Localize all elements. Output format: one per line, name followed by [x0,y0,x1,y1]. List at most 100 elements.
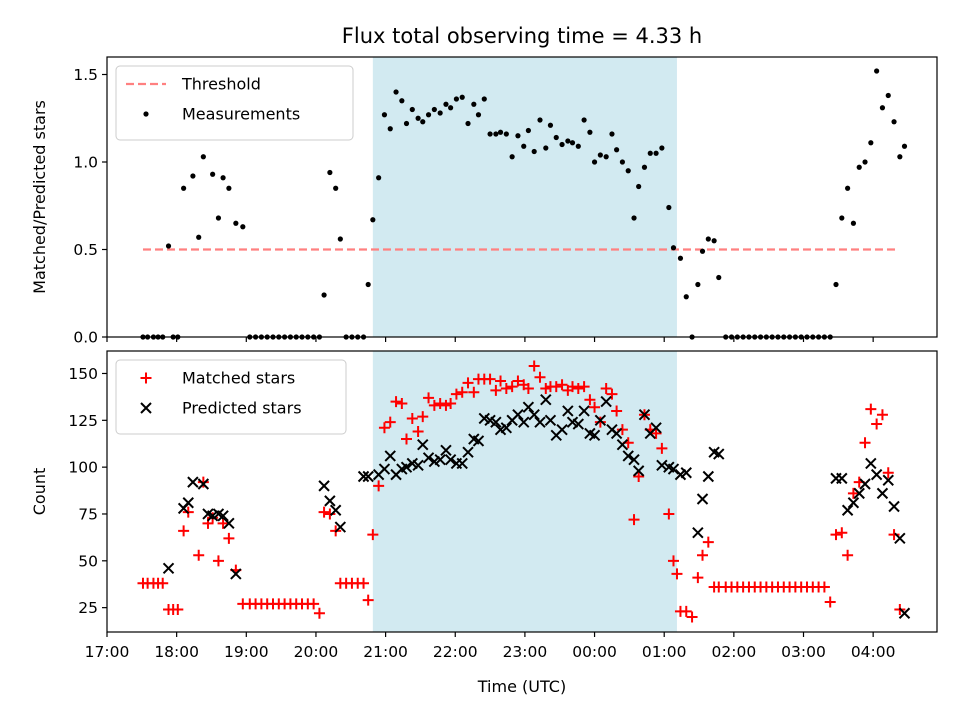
x-tick-label: 00:00 [572,643,617,661]
data-point [534,416,546,428]
data-point [859,478,871,490]
y-tick-label: 0.5 [73,241,98,259]
data-point [490,416,502,428]
data-point [422,452,435,464]
data-point [584,394,596,406]
data-point [569,140,576,146]
data-point [431,106,437,113]
data-point [647,150,653,156]
data-point [445,397,457,409]
data-point [373,480,385,492]
data-point [588,429,601,442]
legend: Matched stars Predicted stars [115,359,347,435]
x-tick-label: 17:00 [85,643,130,661]
data-point [609,131,615,137]
x-tick-label: 22:00 [433,643,478,661]
data-point [842,549,854,561]
data-point [670,245,677,251]
data-point [600,395,612,408]
data-point [308,598,320,610]
data-point [553,134,559,141]
data-point [462,377,474,389]
data-point [862,159,868,165]
data-point [448,105,454,111]
x-tick-label: 21:00 [363,643,408,661]
data-point [165,243,172,249]
data-point [591,159,598,165]
data-point [481,96,487,102]
plot-frame [106,350,938,633]
y-tick-label: 1.0 [73,154,98,172]
data-point [575,143,581,149]
y-tick-label: 1.5 [73,66,98,84]
data-point [220,175,226,181]
data-point [638,408,651,421]
data-point [509,154,515,160]
data-point [406,412,418,424]
data-point [390,396,402,408]
data-point [622,450,634,462]
data-point [358,577,370,589]
data-point [412,459,424,471]
data-point [217,510,229,522]
data-point [653,150,659,156]
data-point [659,145,665,151]
data-point [456,457,468,470]
x-tick-label: 01:00 [642,643,687,661]
data-point [836,527,848,539]
data-point [367,529,379,541]
data-point [440,444,452,456]
y-tick-label: 0.0 [73,329,98,347]
data-point [324,508,336,520]
data-point [537,117,543,123]
legend-label: Predicted stars [182,399,302,418]
data-point [400,433,412,445]
data-point [387,126,393,132]
data-point [850,220,857,226]
data-point [318,506,330,518]
data-point [471,101,477,107]
data-point [437,110,443,116]
data-point [333,185,339,191]
data-point [399,98,405,104]
data-point [559,141,565,148]
series-predicted-stars [162,393,911,619]
data-point [594,416,606,428]
data-point [824,596,836,608]
data-point [578,405,590,417]
data-point [572,382,584,394]
data-point [656,442,668,454]
data-point [487,131,493,137]
data-point [631,215,637,221]
data-point [490,384,502,396]
data-point [868,140,874,146]
x-tick-label: 02:00 [712,643,757,661]
data-point [891,119,897,125]
x-tick-label: 18:00 [154,643,199,661]
data-point [633,471,645,483]
data-point [556,379,568,391]
x-tick-label: 19:00 [224,643,269,661]
data-point [671,568,683,580]
data-point [699,248,706,254]
data-point [462,446,474,458]
data-point [384,416,396,428]
y-tick-label: 75 [78,505,98,523]
y-tick-label: 100 [68,459,98,477]
data-point [456,386,468,398]
y-tick-label: 125 [68,412,98,430]
data-point [497,129,504,135]
data-point [217,517,229,529]
data-point [879,105,886,111]
data-point [240,224,246,230]
x-tick-label: 23:00 [503,643,548,661]
data-point [525,127,531,134]
data-point [362,470,374,483]
x-tick-label: 04:00 [851,643,896,661]
data-point [632,465,645,477]
data-point [181,185,187,191]
data-point [636,183,642,190]
data-point [370,217,376,223]
data-point [409,106,415,113]
data-point [865,457,877,470]
